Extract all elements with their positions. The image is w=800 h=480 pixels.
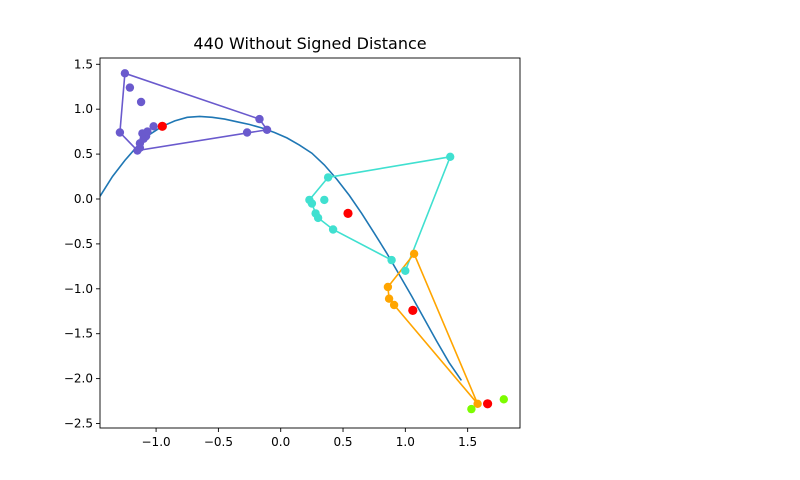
- cluster-2-point: [387, 255, 396, 265]
- cluster-2-centroid: [343, 208, 353, 218]
- x-tick-label: 0.0: [271, 435, 290, 449]
- y-tick-label: −1.5: [64, 327, 93, 341]
- cluster-1-point: [143, 127, 152, 136]
- cluster-3-point: [383, 282, 393, 292]
- cluster-3-outline: [387, 253, 479, 405]
- cluster-4-centroid: [483, 399, 493, 409]
- chart-title: 440 Without Signed Distance: [193, 34, 426, 53]
- cluster-2-point: [328, 225, 338, 234]
- y-tick-label: 1.0: [74, 102, 93, 116]
- cluster-1-point: [125, 83, 135, 92]
- cluster-2-point: [320, 195, 329, 205]
- x-tick-label: −1.0: [142, 435, 171, 449]
- cluster-2-point: [401, 266, 410, 275]
- cluster-1-point: [115, 128, 125, 137]
- cluster-1-point: [149, 122, 158, 131]
- plot-clip-group: [100, 69, 508, 414]
- cluster-2-outline: [308, 155, 452, 272]
- cluster-4-point: [499, 395, 508, 404]
- cluster-2-point: [446, 152, 455, 161]
- cluster-1-point: [242, 128, 252, 137]
- cluster-1-point: [262, 125, 272, 134]
- x-tick-label: 0.5: [333, 435, 352, 449]
- y-tick-label: 1.5: [74, 57, 93, 71]
- y-tick-label: −1.0: [64, 282, 93, 296]
- cluster-1-outline: [119, 72, 269, 152]
- cluster-3-point: [473, 399, 482, 408]
- cluster-3-point: [389, 300, 399, 310]
- fitted-curve: [100, 115, 463, 381]
- cluster-1-point: [120, 69, 130, 78]
- x-tick-label: 1.5: [458, 435, 477, 449]
- cluster-2-point: [307, 199, 317, 208]
- cluster-3-centroid: [408, 305, 418, 315]
- cluster-2-point: [323, 173, 333, 182]
- y-tick-label: −2.5: [64, 417, 93, 431]
- y-tick-label: 0.5: [74, 147, 93, 161]
- x-tick-label: −0.5: [204, 435, 233, 449]
- cluster-1-centroid: [157, 121, 167, 131]
- x-tick-label: 1.0: [396, 435, 415, 449]
- axes: −1.0 −0.5 0.0 0.5 1.0 1.5 −2.5 −2.0 −1.5 −1.0 −0.5…: [64, 57, 521, 449]
- cluster-3-point: [384, 294, 394, 303]
- cluster-1-point: [255, 114, 264, 124]
- cluster-2-point: [313, 213, 323, 223]
- y-tick-label: 0.0: [74, 192, 93, 206]
- cluster-3-point: [409, 249, 419, 258]
- cluster-4-point: [467, 404, 476, 414]
- cluster-1-point: [136, 97, 146, 107]
- plot-area: [100, 69, 508, 414]
- y-tick-label: −2.0: [64, 372, 93, 386]
- axes-frame: [99, 57, 521, 429]
- y-tick-label: −0.5: [64, 237, 93, 251]
